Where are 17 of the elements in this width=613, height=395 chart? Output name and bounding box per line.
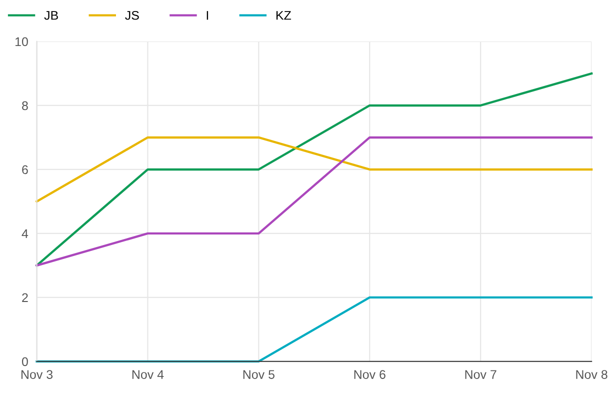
x-tick-label: Nov 7	[465, 370, 496, 379]
x-tick-label: Nov 5	[243, 370, 274, 379]
y-tick-label: 0	[22, 357, 28, 366]
line-series	[36, 72, 593, 267]
legend-label: I	[206, 11, 208, 20]
y-tick-label: 2	[22, 293, 28, 302]
legend-label: JB	[44, 11, 58, 20]
x-tick-label: Nov 4	[132, 370, 164, 379]
y-tick-label: 6	[22, 165, 28, 174]
y-tick-label: 4	[22, 229, 28, 238]
legend-label: KZ	[276, 11, 292, 20]
x-tick-label: Nov 6	[354, 370, 386, 379]
x-tick-label: Nov 8	[576, 370, 608, 379]
legend-label: JS	[125, 10, 139, 20]
x-tick-label: Nov 3	[21, 370, 53, 379]
y-tick-label: 10	[15, 37, 28, 46]
y-tick-label: 8	[22, 101, 28, 110]
